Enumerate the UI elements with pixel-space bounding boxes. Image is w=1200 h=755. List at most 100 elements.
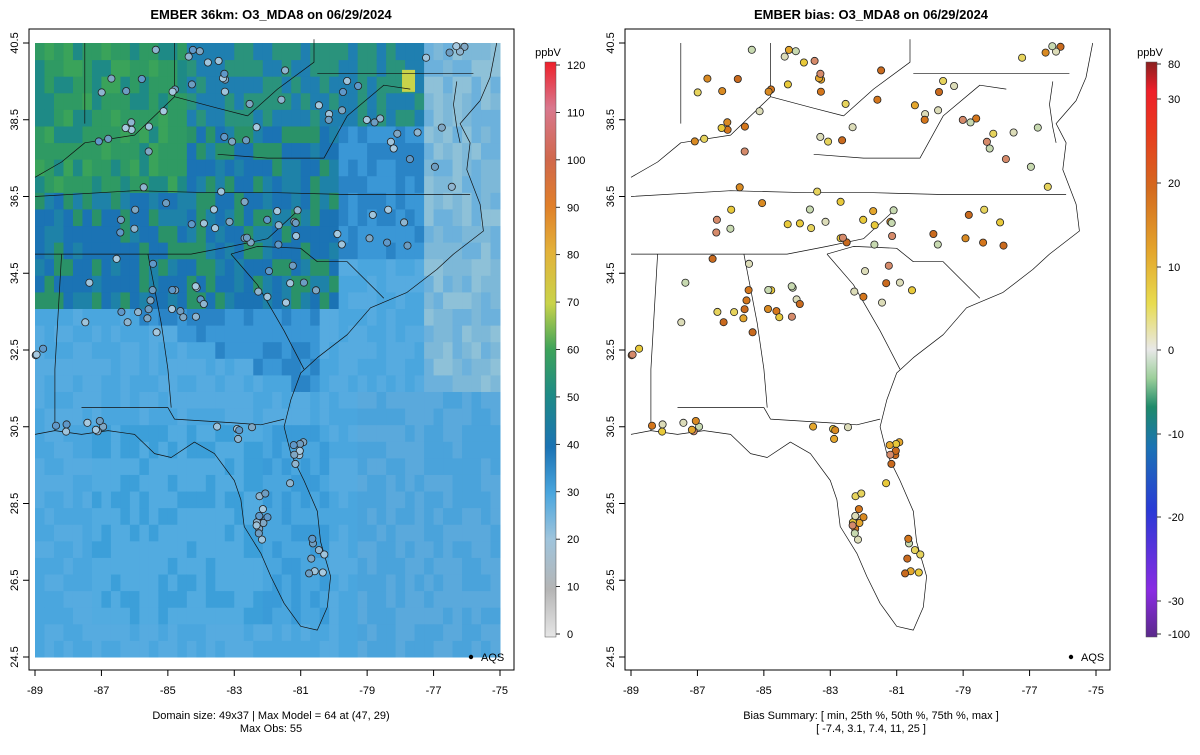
obs-site [305,569,314,578]
border-line [630,42,1094,631]
obs-site [199,299,208,308]
y-tick-label: 26.5 [9,570,21,591]
colorbar-tick-label: 30 [1168,94,1180,106]
bias-site [810,56,819,65]
obs-site [81,318,90,327]
y-tick-label: 38.5 [605,109,617,130]
bias-site [700,134,709,143]
border-line [1049,81,1057,143]
bias-site [882,279,891,288]
obs-site [343,77,352,86]
x-tick-label: -79 [955,685,971,697]
right-title: EMBER bias: O3_MDA8 on 06/29/2024 [754,7,989,22]
bias-site [855,519,864,528]
colorbar-tick-label: 70 [567,297,579,309]
bias-site [851,512,860,521]
bias-site [870,221,879,230]
x-tick-label: -85 [160,685,176,697]
border-line [34,96,248,178]
x-tick-label: -89 [27,685,43,697]
bias-site [857,489,866,498]
colorbar-tick-label: 0 [567,629,573,641]
bias-site [648,421,657,430]
y-tick-label: 24.5 [605,646,617,667]
bias-site [844,423,853,432]
bias-site [989,129,998,138]
bias-site [799,58,808,67]
obs-site [220,132,229,141]
obs-site [188,45,197,54]
obs-site [117,307,126,316]
bias-site [681,278,690,287]
obs-site [62,420,71,429]
right-map-panel: EMBER bias: O3_MDA8 on 06/29/2024 -89 -87… [605,7,1190,735]
obs-site [211,224,220,233]
bias-site [885,441,894,450]
bias-site [934,106,943,115]
border-line [631,207,897,255]
x-tick-label: -79 [359,685,375,697]
border-line [230,246,385,299]
obs-site [134,308,143,317]
colorbar-tick-label: -20 [1168,512,1184,524]
bias-site [733,75,742,84]
obs-site [384,205,393,214]
bias-site [903,554,912,563]
bias-site [1009,128,1018,137]
colorbar-tick-label: 120 [567,60,585,72]
x-tick-label: -89 [623,685,639,697]
x-tick-label: -83 [226,685,242,697]
bias-site [979,238,988,247]
obs-site [311,286,320,295]
bias-site [888,231,897,240]
bias-site [854,505,863,514]
obs-site [383,238,392,247]
bias-site [783,80,792,89]
obs-site [314,101,323,110]
obs-site [307,554,316,563]
obs-site [430,162,439,171]
y-tick-label: 40.5 [605,32,617,53]
x-tick-label: -87 [689,685,705,697]
obs-site [203,58,212,67]
obs-site [291,459,300,468]
colorbar-tick-label: 30 [567,487,579,499]
x-tick-label: -77 [1022,685,1038,697]
obs-site [252,123,261,132]
bias-site [878,298,887,307]
bias-site [740,305,749,314]
right-footer-line2: [ -7.4, 3.1, 7.4, 11, 25 ] [816,723,926,735]
obs-site [273,207,282,216]
obs-site [127,118,136,127]
bias-site [809,422,818,431]
right-footer-line1: Bias Summary: [ min, 25th %, 50th %, 75t… [743,710,999,722]
obs-site [254,287,263,296]
bias-site [713,307,722,316]
obs-site [235,426,244,435]
x-tick-label: -81 [889,685,905,697]
obs-site [95,416,104,425]
obs-site [274,240,283,249]
bias-site [859,513,868,522]
colorbar-tick-label: 20 [567,534,579,546]
obs-site [376,114,385,123]
obs-site [143,314,152,323]
left-colorbar-ticks: 0 10 20 30 40 50 60 70 80 90 100 110 120 [556,60,585,641]
bias-site [740,122,749,131]
obs-site [259,519,268,528]
bias-site [916,550,925,559]
obs-site [116,228,125,237]
bias-site [687,425,696,434]
bias-site [873,95,882,104]
bias-site [775,313,784,322]
bias-site [966,118,975,127]
bias-site [887,459,896,468]
left-colorbar [544,61,557,638]
right-y-axis: 24.5 26.5 28.5 30.5 32.5 34.5 36.5 38.5 40.5 [605,32,625,668]
border-line [35,207,301,255]
left-footer-line1: Domain size: 49x37 | Max Model = 64 at (… [152,710,389,722]
border-line [453,81,461,143]
y-tick-label: 30.5 [9,416,21,437]
